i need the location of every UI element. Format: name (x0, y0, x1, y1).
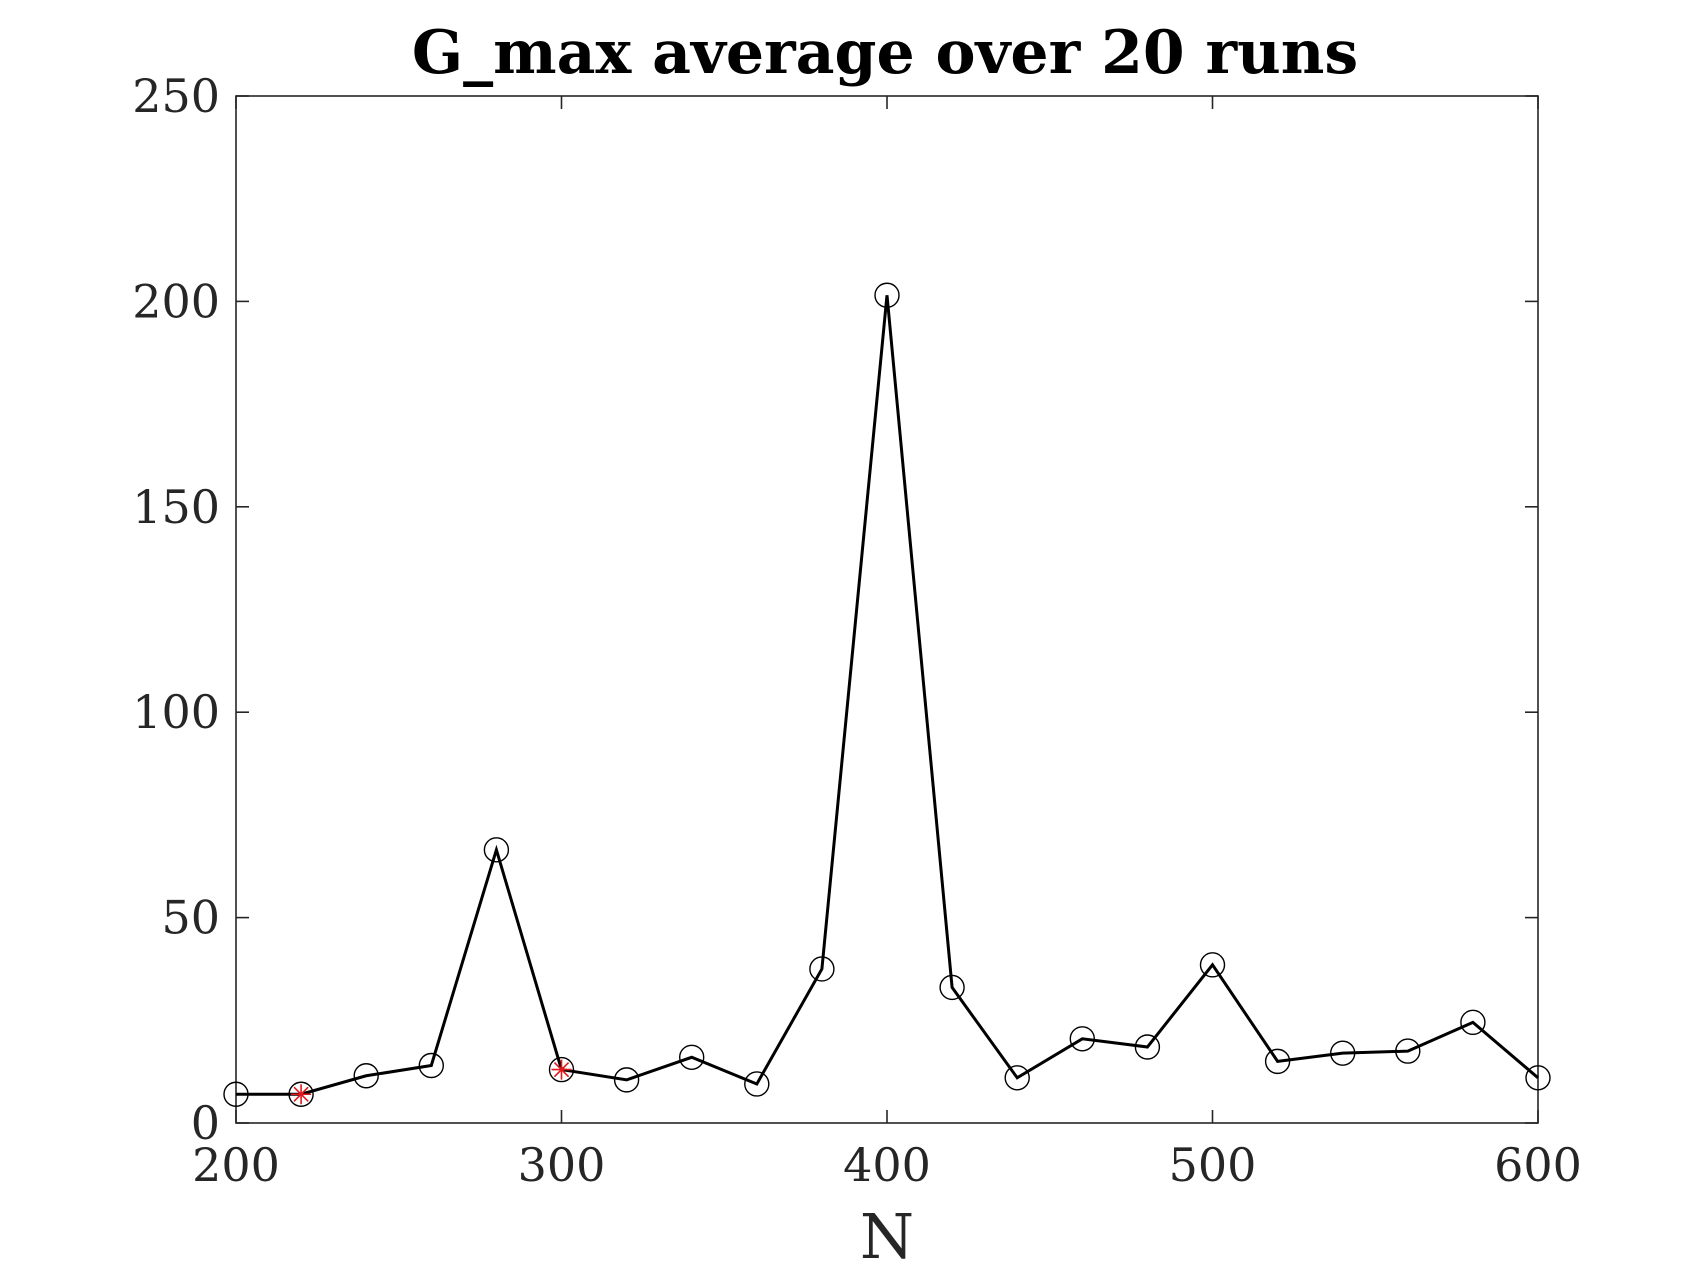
highlight-asterisk-marker (551, 1059, 572, 1080)
data-point-marker (939, 974, 965, 1001)
y-tick-label: 150 (132, 480, 220, 534)
plot-area (235, 95, 1539, 1124)
data-point-marker (1264, 1048, 1291, 1075)
x-axis-label: N (860, 1200, 914, 1273)
data-point-marker (1395, 1038, 1421, 1064)
highlight-asterisk-marker (291, 1084, 312, 1105)
data-point-marker (548, 1056, 575, 1083)
data-point-marker (1199, 952, 1226, 978)
data-point-marker (1329, 1040, 1356, 1066)
y-tick-labels: 0 50 100 150 200 250 (132, 69, 220, 1150)
axis-ticks (235, 95, 1539, 1124)
data-point-marker (809, 956, 835, 982)
data-point-marker (223, 1081, 249, 1107)
x-tick-labels: 200 300 400 500 600 (192, 1138, 1582, 1192)
x-tick-label: 400 (843, 1138, 931, 1192)
data-point-marker (744, 1071, 770, 1097)
data-point-marker (1069, 1026, 1096, 1052)
series-line (236, 295, 1539, 1096)
series-layer (223, 282, 1551, 1107)
data-point-marker (1525, 1065, 1551, 1091)
data-point-marker (483, 837, 510, 863)
y-tick-label: 200 (132, 274, 220, 328)
data-point-marker (418, 1052, 444, 1079)
data-point-marker (1134, 1034, 1161, 1060)
highlight-layer (291, 1059, 572, 1105)
data-point-marker (1460, 1009, 1486, 1036)
y-tick-label: 50 (161, 891, 220, 945)
y-tick-label: 250 (132, 69, 220, 123)
data-point-marker (288, 1081, 314, 1107)
chart-title: G_max average over 20 runs (412, 18, 1358, 88)
x-tick-label: 200 (192, 1138, 280, 1192)
data-point-marker (1004, 1065, 1030, 1091)
data-point-marker (613, 1067, 640, 1093)
x-tick-label: 500 (1169, 1138, 1257, 1192)
data-point-marker (679, 1044, 705, 1070)
data-point-marker (353, 1063, 379, 1089)
y-tick-label: 0 (191, 1096, 220, 1150)
data-point-marker (874, 282, 900, 308)
x-tick-label: 600 (1494, 1138, 1582, 1192)
x-tick-label: 300 (518, 1138, 606, 1192)
y-tick-label: 100 (132, 685, 220, 739)
